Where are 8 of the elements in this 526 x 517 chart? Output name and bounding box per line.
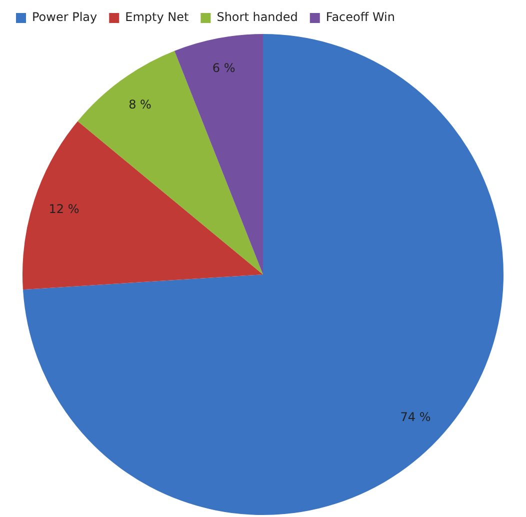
legend-label: Short handed <box>216 10 298 24</box>
legend-label: Power Play <box>32 10 98 24</box>
legend-label: Empty Net <box>125 10 189 24</box>
legend-label: Faceoff Win <box>326 10 396 24</box>
data-label: 6 % <box>212 61 236 76</box>
data-label: 74 % <box>400 410 431 424</box>
data-label: 8 % <box>128 97 152 112</box>
data-label: 12 % <box>48 202 80 216</box>
